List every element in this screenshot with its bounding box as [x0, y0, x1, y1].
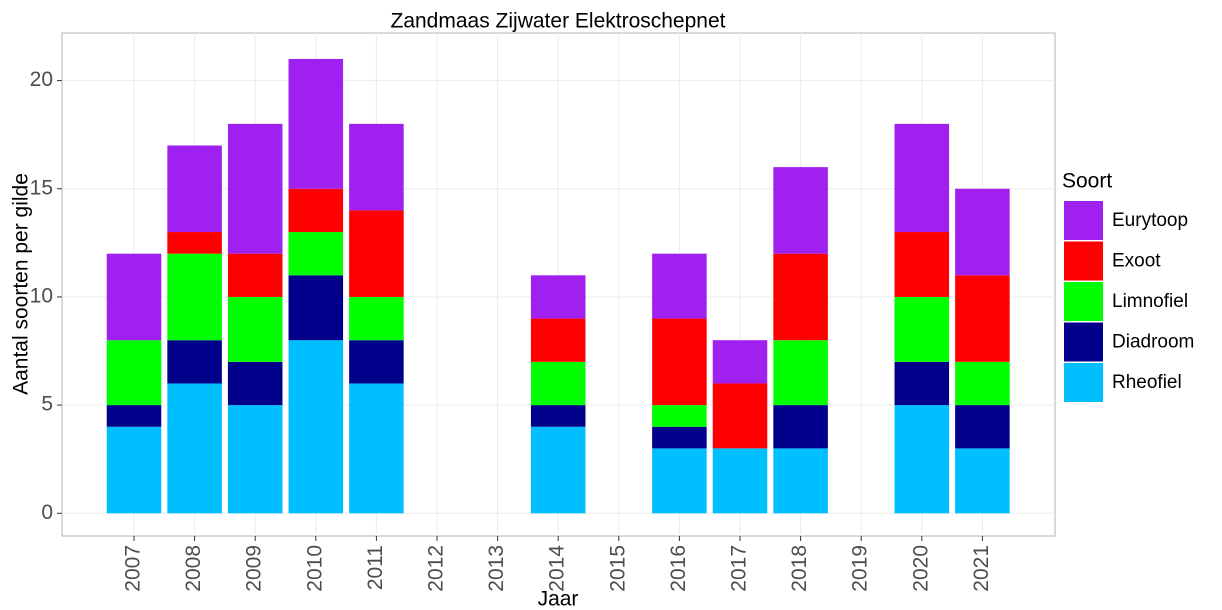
- y-tick-label: 15: [30, 176, 53, 199]
- x-tick-label: 2008: [182, 545, 205, 592]
- bar-segment: [288, 188, 344, 233]
- bar-segment: [894, 296, 950, 362]
- bar-segment: [349, 340, 404, 384]
- bar-segment: [288, 232, 344, 276]
- bar-segment: [530, 318, 586, 362]
- legend-title: Soort: [1062, 170, 1112, 193]
- x-tick-label: 2013: [485, 545, 508, 592]
- bar-segment: [167, 253, 222, 341]
- legend-label: Exoot: [1112, 251, 1161, 272]
- x-tick-label: 2015: [606, 545, 629, 592]
- bar-segment: [349, 296, 404, 341]
- bar-segment: [530, 275, 586, 319]
- bar-segment: [106, 426, 162, 514]
- x-tick-label: 2014: [546, 545, 569, 592]
- y-axis-title: Aantal soorten per gilde: [10, 173, 33, 395]
- bar-segment: [288, 275, 344, 341]
- y-tick-label: 10: [30, 284, 53, 307]
- legend-label: Eurytoop: [1112, 210, 1188, 231]
- bar-segment: [167, 145, 222, 233]
- bar-segment: [712, 448, 768, 514]
- bar-segment: [894, 361, 950, 406]
- bar-segment: [712, 340, 768, 384]
- x-tick-label: 2016: [667, 545, 690, 592]
- bar-segment: [894, 123, 950, 233]
- x-axis-title: Jaar: [538, 588, 579, 610]
- x-tick-label: 2007: [122, 545, 145, 592]
- bar-segment: [349, 383, 404, 514]
- bar-segment: [773, 340, 828, 406]
- legend-swatch: [1064, 282, 1103, 321]
- bar-segment: [167, 232, 222, 254]
- bar-segment: [652, 318, 707, 406]
- bar-segment: [652, 426, 707, 449]
- bar-segment: [955, 448, 1010, 514]
- bar-segment: [955, 275, 1010, 362]
- bar-segment: [955, 188, 1010, 276]
- bar-segment: [530, 426, 586, 514]
- bar-segment: [894, 232, 950, 297]
- chart-title: Zandmaas Zijwater Elektroschepnet: [391, 10, 726, 33]
- bar-segment: [227, 296, 283, 362]
- x-tick-label: 2020: [909, 545, 932, 592]
- x-tick-label: 2021: [970, 545, 993, 592]
- bar-segment: [227, 361, 283, 406]
- x-tick-label: 2009: [243, 545, 266, 592]
- legend-label: Diadroom: [1112, 332, 1194, 353]
- bar-segment: [773, 448, 828, 514]
- bar-segment: [955, 361, 1010, 406]
- bar-segment: [773, 405, 828, 449]
- bar-segment: [106, 340, 162, 406]
- bar-segment: [227, 405, 283, 514]
- bar-segment: [894, 405, 950, 514]
- bar-segment: [530, 361, 586, 406]
- bar-segment: [288, 340, 344, 514]
- bar-segment: [288, 58, 344, 189]
- x-tick-label: 2010: [303, 545, 326, 592]
- legend-swatch: [1064, 201, 1103, 240]
- bar-segment: [652, 253, 707, 319]
- bar-segment: [227, 253, 283, 297]
- x-tick-label: 2017: [728, 545, 751, 592]
- bar-segment: [773, 167, 828, 254]
- y-tick-label: 20: [30, 68, 53, 91]
- x-tick-label: 2011: [364, 545, 387, 590]
- bar-segment: [652, 448, 707, 514]
- bar-segment: [955, 405, 1010, 449]
- legend-swatch: [1064, 363, 1103, 402]
- legend-label: Limnofiel: [1112, 291, 1188, 312]
- legend-swatch: [1064, 322, 1103, 362]
- bar-segment: [773, 253, 828, 341]
- x-tick-label: 2019: [849, 545, 872, 592]
- x-tick-label: 2012: [425, 545, 448, 592]
- bar-segment: [712, 383, 768, 449]
- bar-segment: [106, 253, 162, 341]
- bar-segment: [652, 405, 707, 427]
- bar-segment: [106, 405, 162, 427]
- legend-label: Rheofiel: [1112, 372, 1182, 393]
- y-tick-label: 5: [41, 393, 53, 416]
- bar-segment: [349, 210, 404, 297]
- x-tick-label: 2018: [788, 545, 811, 592]
- bar-segment: [167, 383, 222, 514]
- bar-segment: [167, 340, 222, 384]
- bar-segment: [349, 123, 404, 211]
- bar-segment: [530, 405, 586, 427]
- y-tick-label: 0: [41, 501, 53, 524]
- bar-segment: [227, 123, 283, 254]
- legend-swatch: [1064, 241, 1103, 281]
